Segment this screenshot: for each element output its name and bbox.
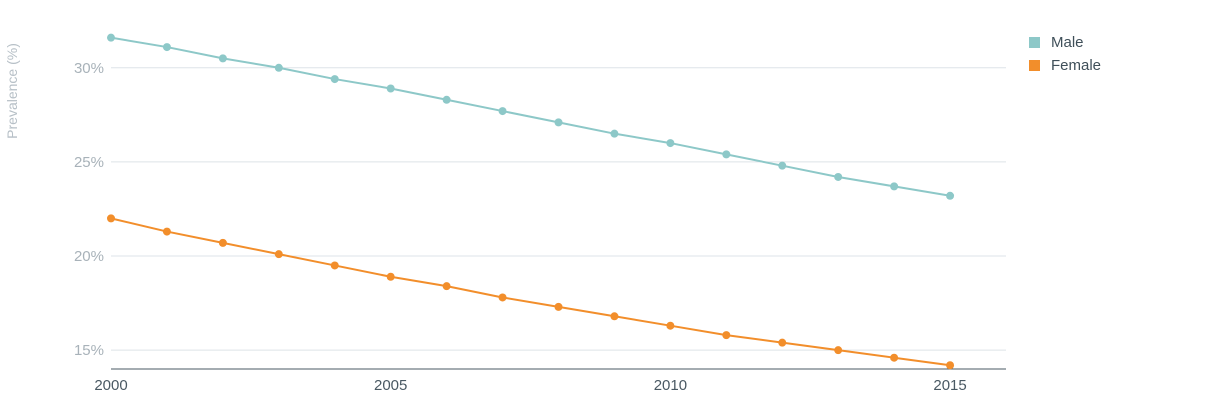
series-male [107, 33, 955, 200]
data-point[interactable] [946, 191, 955, 200]
legend-item-female[interactable]: Female [1029, 57, 1101, 74]
y-axis-label: Prevalence (%) [4, 43, 20, 139]
series-line [110, 36, 951, 197]
y-tick-label: 25% [74, 154, 104, 171]
data-point[interactable] [890, 182, 899, 191]
x-tick-label: 2000 [94, 377, 127, 394]
data-point[interactable] [330, 75, 339, 84]
data-point[interactable] [330, 261, 339, 270]
legend-label: Female [1051, 57, 1101, 74]
data-point[interactable] [834, 172, 843, 181]
data-point[interactable] [498, 293, 507, 302]
series-group [107, 33, 955, 370]
x-tick-label: 2010 [654, 377, 687, 394]
gridlines [111, 67, 1006, 351]
data-point[interactable] [666, 321, 675, 330]
data-point[interactable] [666, 139, 675, 148]
data-point[interactable] [890, 353, 899, 362]
data-point[interactable] [498, 107, 507, 116]
data-point[interactable] [442, 95, 451, 104]
data-point[interactable] [162, 43, 171, 52]
legend-label: Male [1051, 34, 1084, 51]
data-point[interactable] [722, 331, 731, 340]
data-point[interactable] [107, 214, 115, 223]
data-point[interactable] [386, 272, 395, 281]
legend-swatch [1029, 37, 1040, 48]
data-point[interactable] [722, 150, 731, 159]
data-point[interactable] [778, 161, 787, 170]
data-point[interactable] [610, 129, 619, 138]
data-point[interactable] [442, 282, 451, 291]
data-point[interactable] [218, 54, 227, 63]
series-female [107, 214, 955, 370]
series-line [110, 217, 951, 367]
legend-swatch [1029, 60, 1040, 71]
data-point[interactable] [946, 361, 955, 370]
data-point[interactable] [107, 33, 115, 42]
data-point[interactable] [274, 250, 283, 259]
x-tick-label: 2005 [374, 377, 407, 394]
y-tick-label: 15% [74, 342, 104, 359]
x-tick-label: 2015 [933, 377, 966, 394]
legend-item-male[interactable]: Male [1029, 34, 1084, 51]
data-point[interactable] [554, 302, 563, 311]
legend: Male Female [1029, 34, 1101, 74]
data-point[interactable] [610, 312, 619, 321]
data-point[interactable] [554, 118, 563, 127]
y-axis-ticks: 15% 20% 25% 30% [74, 60, 104, 359]
data-point[interactable] [274, 63, 283, 72]
data-point[interactable] [834, 346, 843, 355]
y-tick-label: 30% [74, 60, 104, 77]
data-point[interactable] [162, 227, 171, 236]
y-tick-label: 20% [74, 248, 104, 265]
x-axis-ticks: 2000 2005 2010 2015 [94, 377, 966, 394]
data-point[interactable] [218, 238, 227, 247]
data-point[interactable] [386, 84, 395, 93]
data-point[interactable] [778, 338, 787, 347]
